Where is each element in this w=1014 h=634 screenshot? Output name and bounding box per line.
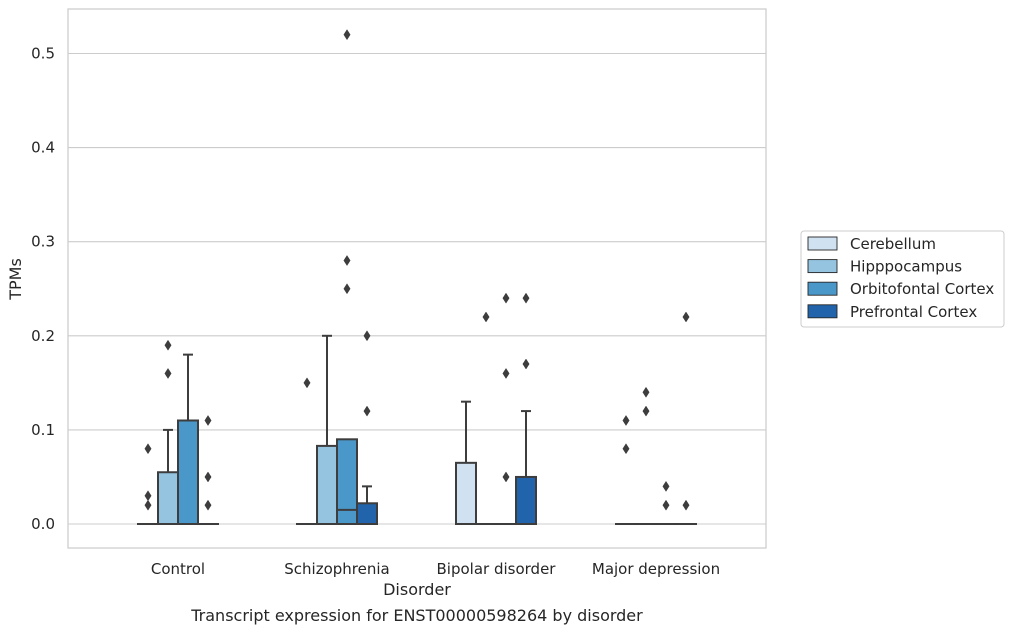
box-2-2 [495,292,517,526]
x-axis-title: Disorder [383,580,451,599]
y-tick-label: 0.2 [31,327,55,345]
outlier-point [363,330,371,342]
outlier-point [164,339,172,351]
legend-swatch [807,259,838,274]
y-tick-label: 0.0 [31,515,55,533]
legend-frame [800,230,1005,328]
box-0-1 [296,377,318,526]
box-body [455,461,477,525]
outlier-point [502,292,510,304]
box-series [137,29,697,526]
outlier-point [522,292,530,304]
outlier-point [622,443,630,455]
x-axis-ticks: Control Schizophrenia Bipolar disorder Majo… [151,560,720,578]
outlier-point [204,471,212,483]
box-body [177,419,199,525]
outlier-point [204,499,212,511]
outlier-point [144,499,152,511]
box-body [316,444,338,525]
legend-label: Prefrontal Cortex [850,303,977,321]
box-2-0 [177,353,199,525]
outlier-point [363,405,371,417]
box-3-1 [356,330,378,526]
legend-label: Orbitofontal Cortex [850,280,994,298]
outlier-point [502,367,510,379]
y-tick-label: 0.4 [31,139,55,157]
box-body [515,475,537,526]
outlier-point [642,405,650,417]
outlier-point [144,443,152,455]
box-1-3 [635,386,657,526]
outlier-point [502,471,510,483]
box-1-2 [475,311,497,526]
x-tick-label: Schizophrenia [284,560,389,578]
legend-label: Cerebellum [850,235,936,253]
x-tick-label: Major depression [592,560,720,578]
legend-swatch [807,304,838,319]
box-1-0 [157,339,179,525]
gridlines [68,52,766,525]
legend: Cerebellum Hipppocampus Orbitofontal Corte… [800,230,1005,328]
outlier-point [204,415,212,426]
legend-items: Cerebellum Hipppocampus Orbitofontal Corte… [807,235,994,321]
outlier-point [682,311,690,323]
plot-area-frame [67,8,767,549]
x-tick-label: Bipolar disorder [437,560,557,578]
box-0-2 [455,400,477,525]
outlier-point [303,377,311,389]
outlier-point [662,480,670,492]
outlier-point [482,311,490,323]
outlier-point [343,29,351,41]
outlier-point [164,367,172,379]
y-axis-title: TPMs [6,258,25,301]
y-tick-label: 0.5 [31,45,55,63]
box-3-3 [675,311,697,526]
outlier-point [642,386,650,398]
chart-caption: Transcript expression for ENST0000059826… [191,606,643,625]
legend-swatch [807,236,838,251]
y-tick-label: 0.3 [31,233,55,251]
box-3-2 [515,292,537,526]
box-2-3 [655,480,677,526]
outlier-point [343,255,351,266]
legend-swatch [807,281,838,296]
outlier-point [682,499,690,511]
outlier-point [343,283,351,295]
box-0-0 [137,443,159,526]
box-0-3 [615,415,637,526]
legend-label: Hipppocampus [850,258,962,276]
y-axis-ticks: 0.0 0.1 0.2 0.3 0.4 0.5 [31,45,55,534]
box-2-1 [336,29,358,525]
outlier-point [522,358,530,370]
box-body [356,502,378,526]
outlier-point [144,490,152,502]
box-3-0 [197,415,219,526]
y-tick-label: 0.1 [31,421,55,439]
outlier-point [662,499,670,511]
box-body [336,438,358,525]
box-body [157,471,179,525]
outlier-point [622,415,630,426]
x-tick-label: Control [151,560,205,578]
